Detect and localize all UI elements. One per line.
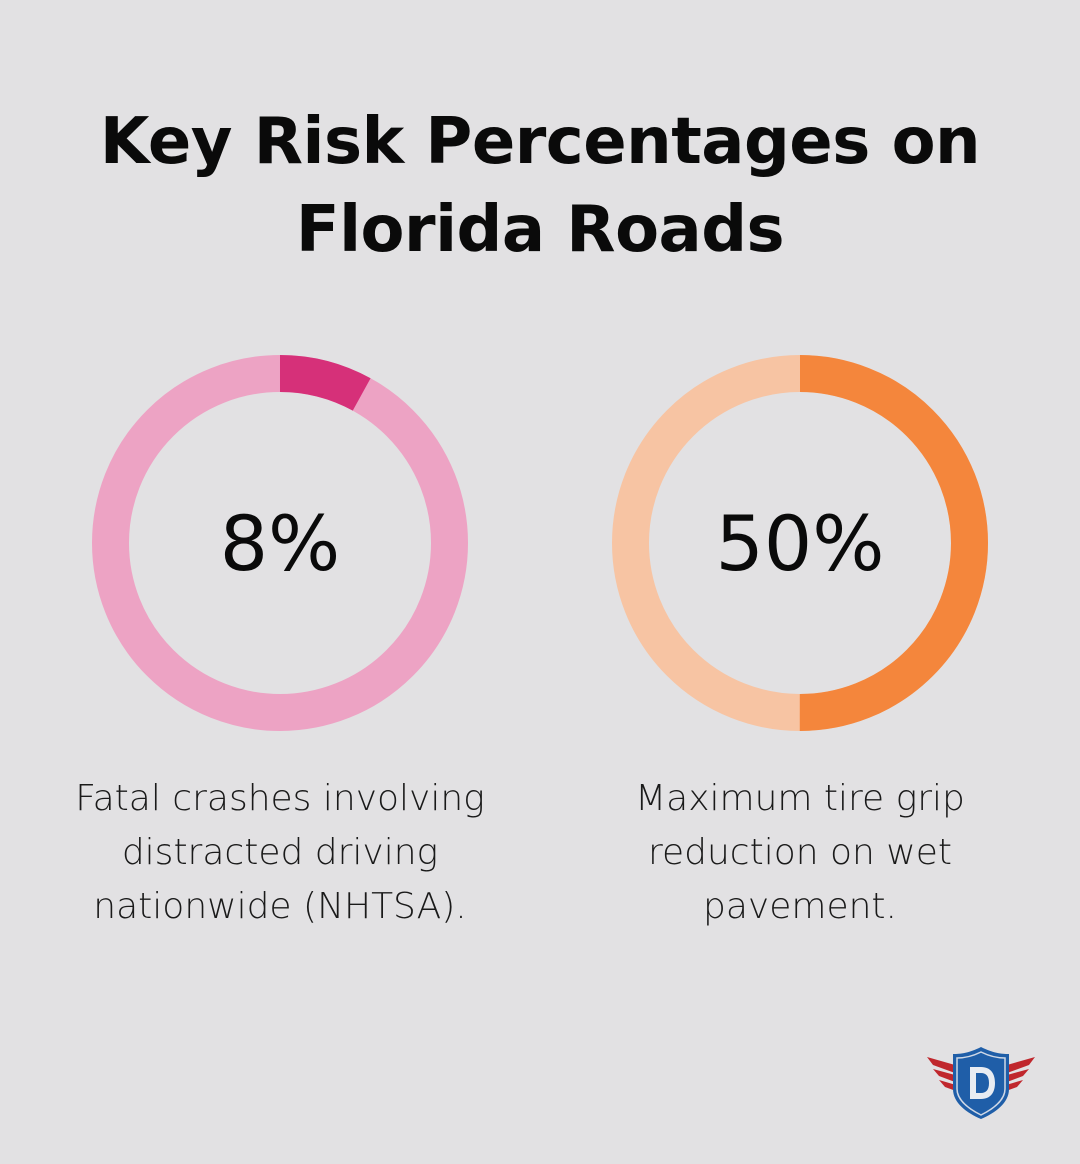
shield-logo-icon — [927, 1047, 1035, 1119]
donut-chart-distracted-driving: 8% — [92, 355, 468, 731]
donut-svg — [92, 355, 468, 731]
donut-value-arc — [612, 355, 988, 731]
donut-chart-tire-grip: 50% — [612, 355, 988, 731]
donut-description: Fatal crashes involving distracted drivi… — [75, 778, 485, 927]
page-title: Key Risk Percentages on Florida Roads — [99, 105, 981, 267]
donut-description: Maximum tire grip reduction on wet pavem… — [635, 778, 965, 927]
donut-percent-label: 50% — [715, 498, 885, 588]
donut-value-arc — [92, 355, 468, 731]
donut-percent-label: 8% — [219, 498, 341, 588]
donut-svg — [612, 355, 988, 731]
